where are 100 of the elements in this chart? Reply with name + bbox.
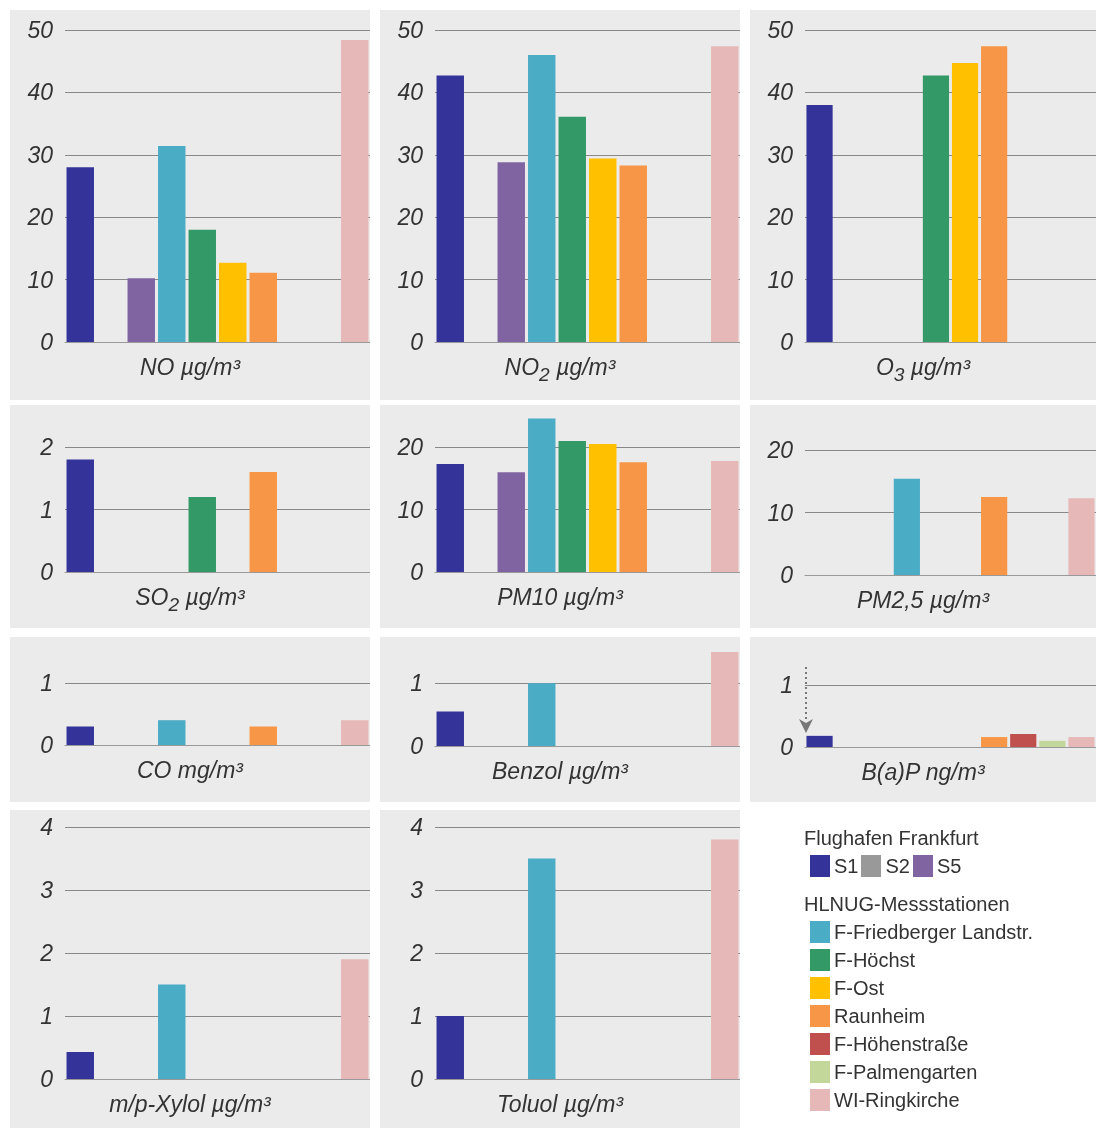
bar bbox=[711, 46, 739, 342]
bar bbox=[497, 162, 525, 342]
bar bbox=[66, 167, 94, 342]
y-tick-label: 20 bbox=[26, 204, 54, 231]
y-tick-label: 0 bbox=[780, 329, 794, 355]
y-tick-label: 30 bbox=[397, 141, 424, 168]
y-tick-label: 50 bbox=[397, 17, 424, 43]
bar bbox=[341, 39, 369, 342]
y-tick-label: 40 bbox=[397, 79, 424, 106]
text: Flughafen Frankfurt bbox=[804, 825, 980, 851]
y-tick-label: 40 bbox=[27, 79, 54, 106]
bar bbox=[981, 737, 1008, 747]
y-tick-label: 0 bbox=[40, 1066, 54, 1092]
y-tick-label: 2 bbox=[39, 940, 54, 966]
bar bbox=[558, 440, 586, 572]
x-axis-title: NO µg/m³ bbox=[138, 354, 242, 381]
y-tick-label: 30 bbox=[27, 141, 54, 168]
y-tick-label: 1 bbox=[40, 496, 53, 523]
y-tick-label: 40 bbox=[767, 79, 794, 106]
y-tick-label: 2 bbox=[39, 434, 54, 460]
y-tick-label: 10 bbox=[767, 499, 794, 526]
bar bbox=[981, 46, 1008, 342]
y-tick-label: 1 bbox=[40, 670, 53, 696]
text: HLNUG-Messstationen bbox=[804, 891, 1011, 917]
bar bbox=[66, 1051, 94, 1079]
bar bbox=[528, 54, 556, 342]
bar bbox=[436, 1016, 464, 1079]
y-tick-label: 3 bbox=[40, 877, 54, 903]
y-tick-label: 0 bbox=[40, 559, 54, 585]
y-tick-label: 20 bbox=[766, 437, 794, 463]
bar bbox=[1010, 733, 1037, 747]
y-tick-label: 0 bbox=[40, 329, 54, 355]
bar bbox=[981, 496, 1008, 575]
bar bbox=[711, 460, 739, 572]
bar bbox=[806, 104, 833, 342]
category-label: S1 bbox=[834, 854, 859, 878]
y-tick-label: 1 bbox=[780, 672, 793, 698]
bar bbox=[893, 478, 920, 575]
y-tick-label: 10 bbox=[767, 266, 794, 293]
category-label: F-Ost bbox=[833, 975, 885, 1001]
bar bbox=[951, 63, 979, 342]
y-tick-label: 1 bbox=[410, 1003, 423, 1029]
bar bbox=[219, 262, 247, 342]
bar bbox=[436, 75, 464, 342]
bar bbox=[1068, 737, 1095, 747]
y-tick-label: 1 bbox=[410, 670, 423, 697]
x-axis-title: NO$_{2}$ µg/m³ bbox=[503, 354, 617, 386]
bar bbox=[497, 472, 525, 572]
bar bbox=[66, 459, 94, 572]
x-axis-title: O$_{3}$ µg/m³ bbox=[874, 354, 972, 386]
category-label: F-Höhenstraße bbox=[833, 1031, 970, 1057]
bar bbox=[922, 75, 950, 342]
bar bbox=[589, 444, 617, 572]
bar bbox=[1068, 498, 1095, 575]
category-label: Raunheim bbox=[833, 1003, 927, 1029]
y-tick-label: 50 bbox=[767, 17, 794, 43]
y-tick-label: 20 bbox=[396, 204, 424, 231]
x-axis-title: m/p-Xylol µg/m³ bbox=[108, 1091, 272, 1118]
y-tick-label: 4 bbox=[40, 814, 53, 840]
category-label: F-Palmengarten bbox=[833, 1059, 979, 1085]
bar bbox=[558, 116, 586, 342]
y-tick-label: 20 bbox=[396, 434, 424, 461]
category-label: WI-Ringkirche bbox=[833, 1087, 961, 1113]
bar bbox=[589, 158, 617, 342]
bar bbox=[341, 959, 369, 1079]
bar bbox=[158, 984, 186, 1079]
x-axis-title: PM2,5 µg/m³ bbox=[855, 587, 991, 614]
category-label: F-Höchst bbox=[833, 947, 917, 973]
bar bbox=[127, 278, 155, 342]
y-tick-label: 0 bbox=[410, 329, 424, 355]
y-tick-label: 20 bbox=[766, 204, 794, 231]
bar bbox=[619, 165, 647, 342]
bar bbox=[528, 683, 556, 746]
bar bbox=[1039, 740, 1066, 747]
bar bbox=[806, 735, 833, 747]
y-tick-label: 3 bbox=[410, 877, 424, 903]
y-tick-label: 0 bbox=[40, 732, 54, 758]
y-tick-label: 0 bbox=[780, 734, 794, 760]
bar bbox=[436, 464, 464, 572]
bar bbox=[249, 472, 277, 572]
bar bbox=[711, 839, 739, 1079]
x-axis-title: CO mg/m³ bbox=[135, 757, 245, 784]
bar bbox=[188, 497, 216, 572]
y-tick-label: 10 bbox=[27, 266, 54, 293]
x-axis-title: Benzol µg/m³ bbox=[491, 758, 630, 785]
y-tick-label: 0 bbox=[410, 1066, 424, 1092]
bar bbox=[188, 229, 216, 342]
y-tick-label: 10 bbox=[397, 496, 424, 523]
y-tick-label: 10 bbox=[397, 266, 424, 293]
category-label: S2 bbox=[885, 854, 910, 878]
category-label: S5 bbox=[936, 854, 962, 878]
bar bbox=[528, 418, 556, 572]
x-axis-title: PM10 µg/m³ bbox=[496, 584, 625, 611]
y-tick-label: 50 bbox=[27, 17, 54, 43]
x-axis-title: B(a)P ng/m³ bbox=[860, 759, 986, 786]
bar bbox=[436, 711, 464, 746]
y-tick-label: 2 bbox=[409, 940, 424, 966]
bar bbox=[249, 272, 277, 342]
bar bbox=[158, 146, 186, 342]
y-tick-label: 0 bbox=[410, 559, 424, 585]
